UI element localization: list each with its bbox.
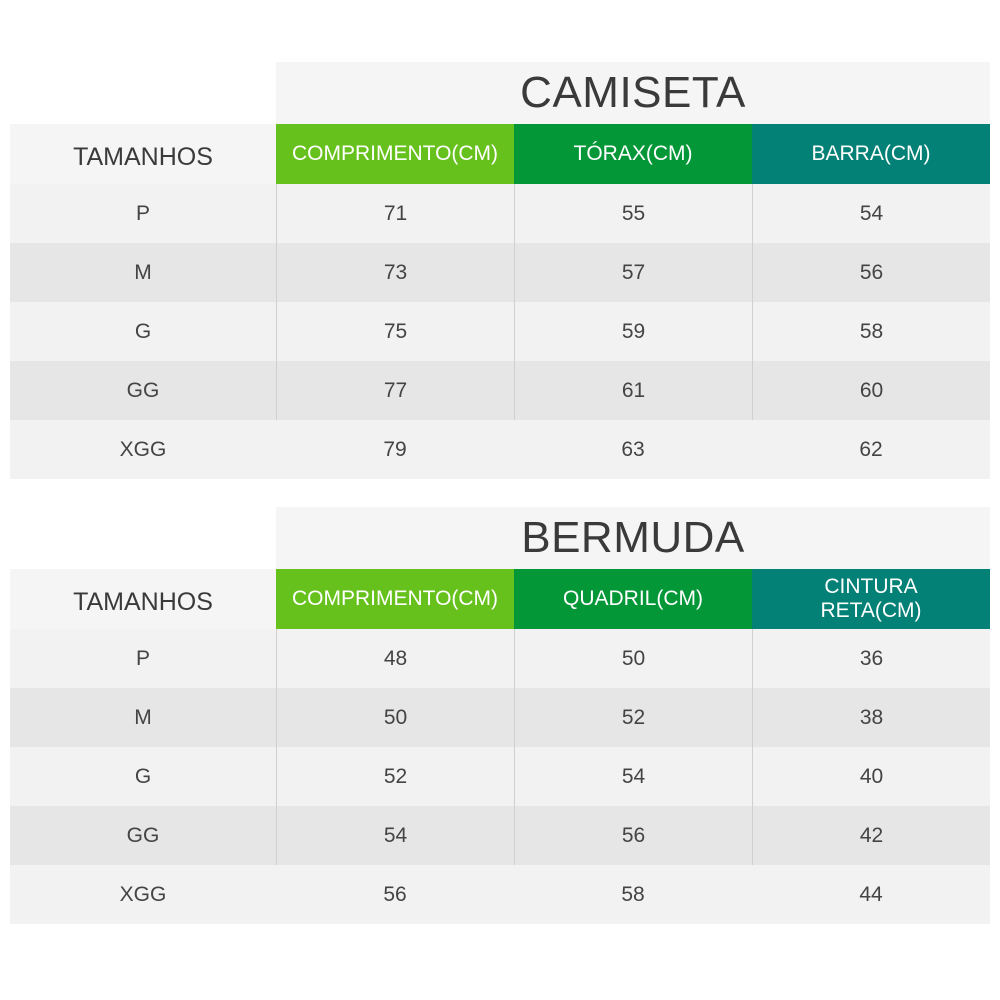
table-row: M 50 52 38 xyxy=(10,688,990,747)
column-header-sizes: TAMANHOS xyxy=(10,569,276,629)
size-cell: M xyxy=(134,705,152,729)
column-header-hem: BARRA(CM) xyxy=(752,124,990,184)
value-cell: 54 xyxy=(752,184,990,243)
table-row: G 75 59 58 xyxy=(10,302,990,361)
size-table-camiseta: CAMISETA TAMANHOS COMPRIMENTO(CM) TÓRAX(… xyxy=(10,62,990,479)
value-cell: 40 xyxy=(752,747,990,806)
value-cell: 50 xyxy=(276,688,514,747)
size-table-bermuda: BERMUDA TAMANHOS COMPRIMENTO(CM) QUADRIL… xyxy=(10,507,990,924)
size-cell: P xyxy=(135,201,150,225)
value-cell: 63 xyxy=(621,437,645,461)
column-header-length: COMPRIMENTO(CM) xyxy=(276,569,514,629)
table-title: CAMISETA xyxy=(276,62,990,124)
size-cell: GG xyxy=(126,378,160,402)
table-header-row: TAMANHOS COMPRIMENTO(CM) QUADRIL(CM) CIN… xyxy=(10,569,990,629)
value-cell: 52 xyxy=(514,688,752,747)
size-cell: XGG xyxy=(119,882,167,906)
size-cell: XGG xyxy=(119,437,167,461)
value-cell: 61 xyxy=(514,361,752,420)
value-cell: 58 xyxy=(752,302,990,361)
table-row: GG 54 56 42 xyxy=(10,806,990,865)
table-row: GG 77 61 60 xyxy=(10,361,990,420)
size-cell: GG xyxy=(126,823,160,847)
table-row: XGG 56 58 44 xyxy=(10,865,990,924)
value-cell: 71 xyxy=(276,184,514,243)
table-row: XGG 79 63 62 xyxy=(10,420,990,479)
value-cell: 48 xyxy=(276,629,514,688)
value-cell: 36 xyxy=(752,629,990,688)
value-cell: 62 xyxy=(859,437,883,461)
value-cell: 77 xyxy=(276,361,514,420)
table-header-row: TAMANHOS COMPRIMENTO(CM) TÓRAX(CM) BARRA… xyxy=(10,124,990,184)
value-cell: 54 xyxy=(276,806,514,865)
value-cell: 59 xyxy=(514,302,752,361)
value-cell: 57 xyxy=(514,243,752,302)
table-row: M 73 57 56 xyxy=(10,243,990,302)
column-header-sizes: TAMANHOS xyxy=(10,124,276,184)
size-cell: G xyxy=(134,764,152,788)
value-cell: 42 xyxy=(752,806,990,865)
column-header-length: COMPRIMENTO(CM) xyxy=(276,124,514,184)
size-cell: M xyxy=(134,260,152,284)
value-cell: 60 xyxy=(752,361,990,420)
column-header-waist: CINTURA RETA(CM) xyxy=(752,569,990,629)
table-row: P 48 50 36 xyxy=(10,629,990,688)
value-cell: 75 xyxy=(276,302,514,361)
value-cell: 56 xyxy=(514,806,752,865)
value-cell: 44 xyxy=(859,882,883,906)
table-title: BERMUDA xyxy=(276,507,990,569)
value-cell: 55 xyxy=(514,184,752,243)
column-header-hip: QUADRIL(CM) xyxy=(514,569,752,629)
value-cell: 56 xyxy=(383,882,407,906)
value-cell: 52 xyxy=(276,747,514,806)
value-cell: 56 xyxy=(752,243,990,302)
value-cell: 50 xyxy=(514,629,752,688)
value-cell: 58 xyxy=(621,882,645,906)
column-header-chest: TÓRAX(CM) xyxy=(514,124,752,184)
size-cell: P xyxy=(135,646,150,670)
value-cell: 79 xyxy=(383,437,407,461)
value-cell: 38 xyxy=(752,688,990,747)
value-cell: 73 xyxy=(276,243,514,302)
table-row: P 71 55 54 xyxy=(10,184,990,243)
size-cell: G xyxy=(134,319,152,343)
value-cell: 54 xyxy=(514,747,752,806)
table-row: G 52 54 40 xyxy=(10,747,990,806)
